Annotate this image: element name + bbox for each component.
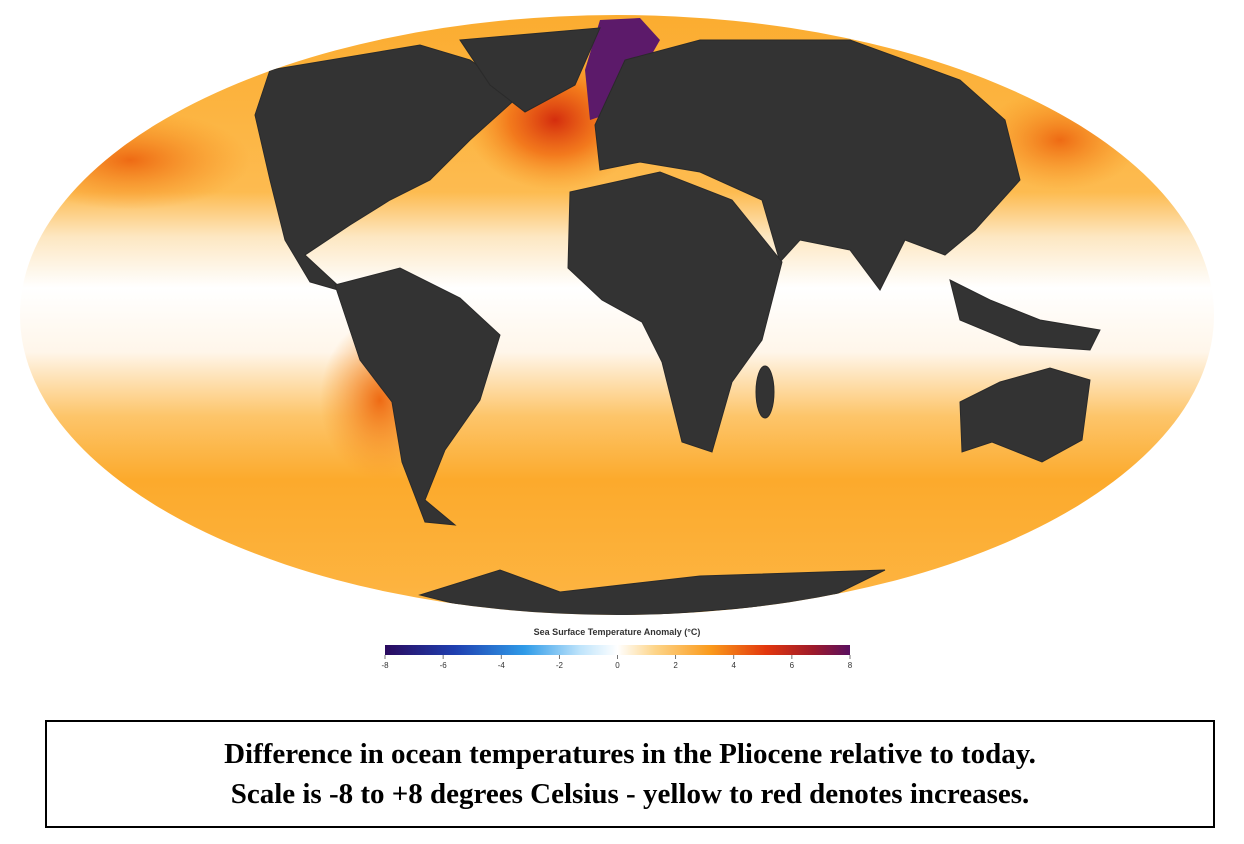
land xyxy=(334,267,501,526)
map: Sea Surface Temperature Anomaly (°C) -8-… xyxy=(20,15,1214,670)
colorbar xyxy=(385,645,850,655)
land xyxy=(594,39,1021,291)
land xyxy=(949,279,1101,351)
colorbar-tick-label: -4 xyxy=(498,661,506,670)
colorbar-title: Sea Surface Temperature Anomaly (°C) xyxy=(534,627,701,637)
land xyxy=(755,365,775,419)
colorbar-tick-label: -6 xyxy=(440,661,448,670)
colorbar-tick-label: 2 xyxy=(673,661,678,670)
colorbar-tick-label: 8 xyxy=(848,661,853,670)
colorbar-tick-label: 4 xyxy=(732,661,737,670)
caption-line: Difference in ocean temperatures in the … xyxy=(224,738,1036,770)
land xyxy=(459,27,601,113)
colorbar-tick-label: -2 xyxy=(556,661,564,670)
caption: Difference in ocean temperatures in the … xyxy=(45,720,1215,828)
caption-line: Scale is -8 to +8 degrees Celsius - yell… xyxy=(230,778,1030,810)
colorbar-ticks: -8 -6 -4 -2 0 2 4 6 8 xyxy=(381,655,853,670)
land xyxy=(959,367,1091,463)
colorbar-tick-label: 6 xyxy=(790,661,795,670)
colorbar-tick-label: -8 xyxy=(381,661,389,670)
globe xyxy=(20,15,1214,615)
land xyxy=(567,171,783,453)
colorbar-tick-label: 0 xyxy=(615,661,620,670)
pacific-warming xyxy=(20,110,250,210)
